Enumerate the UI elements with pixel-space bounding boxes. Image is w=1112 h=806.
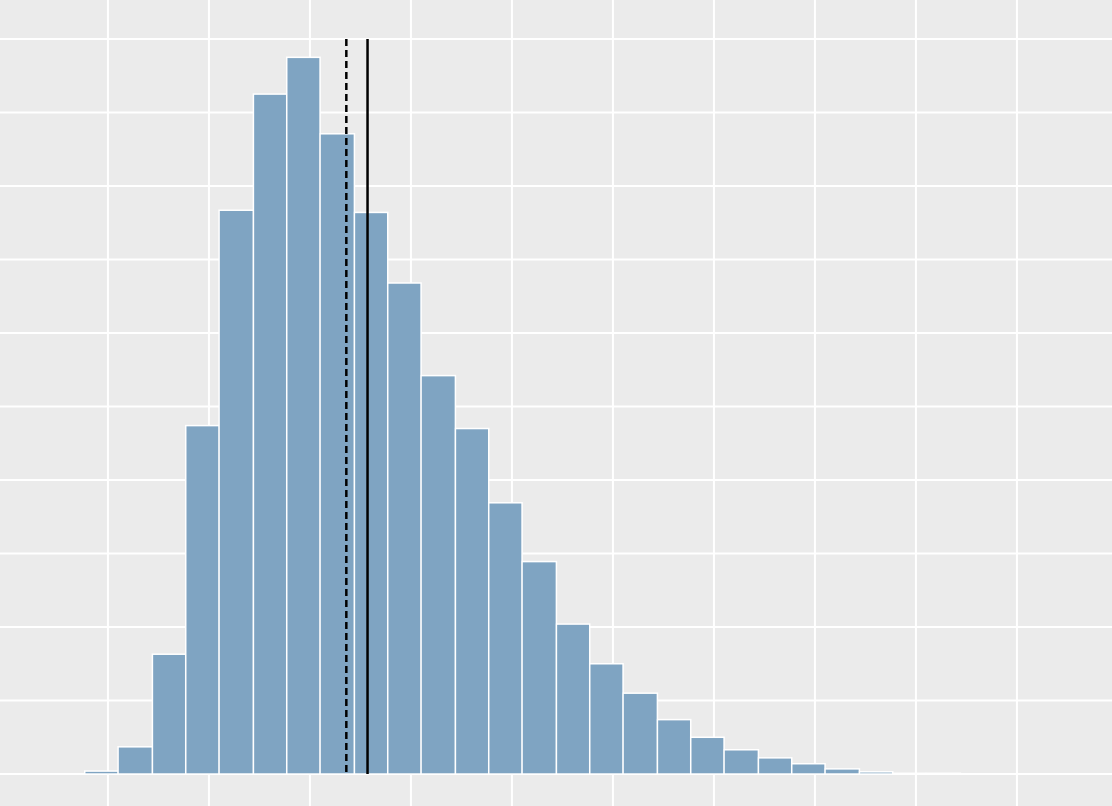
bar — [487, 502, 523, 775]
bar — [83, 770, 119, 775]
bar — [891, 772, 927, 775]
bar — [151, 653, 187, 775]
bar — [521, 560, 558, 775]
bar — [656, 718, 692, 775]
bar — [319, 133, 356, 775]
bar — [824, 768, 861, 775]
bar — [184, 424, 220, 775]
bar — [386, 282, 422, 775]
bar — [790, 762, 826, 775]
bar — [454, 427, 490, 775]
bar — [858, 771, 894, 775]
bar — [117, 746, 154, 775]
bar — [218, 209, 255, 775]
bar — [689, 736, 725, 775]
bar — [925, 772, 962, 775]
bar — [353, 211, 389, 775]
bar — [285, 56, 321, 775]
bar — [588, 663, 624, 775]
bar — [555, 623, 591, 775]
bar — [757, 757, 793, 775]
bar — [622, 692, 659, 775]
bar — [723, 749, 760, 775]
bar — [252, 93, 288, 775]
bar — [420, 374, 457, 775]
